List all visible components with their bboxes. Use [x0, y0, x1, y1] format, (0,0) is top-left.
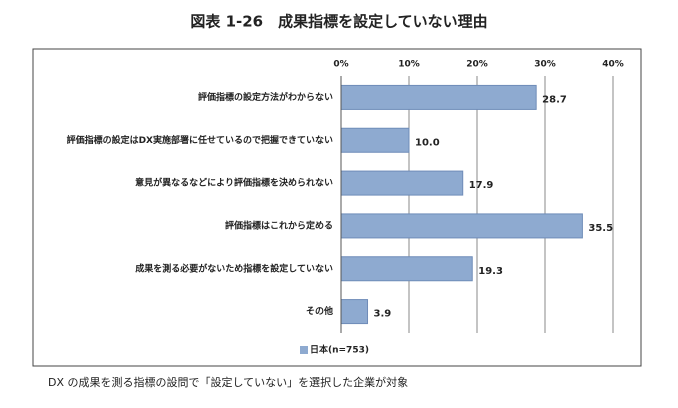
x-tick-label: 30%	[534, 60, 556, 70]
bar	[340, 213, 583, 239]
value-label: 28.7	[542, 94, 567, 105]
legend-label: 日本(n=753)	[310, 344, 369, 356]
chart-title: 図表 1-26 成果指標を設定していない理由	[190, 13, 487, 31]
footnote: DX の成果を測る指標の設問で「設定していない」を選択した企業が対象	[48, 375, 408, 389]
value-label: 19.3	[478, 266, 503, 277]
x-tick-label: 0%	[333, 60, 348, 70]
value-label: 3.9	[374, 309, 392, 320]
y-tick-label: その他	[306, 305, 333, 317]
x-tick-label: 40%	[602, 60, 624, 70]
bar	[340, 170, 464, 196]
x-tick-label: 20%	[466, 60, 488, 70]
bar	[340, 127, 410, 153]
legend-swatch	[300, 346, 308, 354]
value-label: 35.5	[588, 223, 613, 234]
plot-frame	[32, 48, 642, 367]
y-tick-label: 評価指標の設定方法がわからない	[198, 91, 333, 103]
y-tick-label: 評価指標はこれから定める	[225, 219, 333, 231]
x-tick-label: 10%	[398, 60, 420, 70]
value-label: 10.0	[415, 137, 440, 148]
y-tick-label: 意見が異なるなどにより評価指標を決められない	[135, 177, 333, 189]
bar	[340, 256, 473, 282]
bar	[340, 84, 537, 110]
y-tick-label: 成果を測る必要がないため指標を設定していない	[135, 262, 333, 274]
value-label: 17.9	[469, 180, 494, 191]
bar	[340, 299, 369, 325]
y-tick-label: 評価指標の設定はDX実施部署に任せているので把握できていない	[67, 134, 333, 146]
